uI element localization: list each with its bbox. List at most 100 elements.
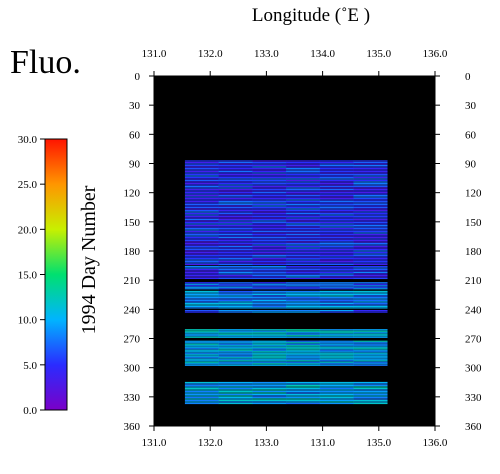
data-track-segment [218, 343, 253, 345]
data-track-segment [218, 224, 253, 227]
data-track-segment [286, 239, 321, 242]
data-track-segment [319, 196, 354, 198]
data-block [184, 290, 388, 309]
data-track-segment [184, 274, 219, 277]
data-track-segment [319, 166, 354, 168]
data-track-segment [353, 230, 388, 233]
data-track-segment [252, 241, 287, 243]
data-track-segment [319, 229, 354, 231]
data-track-segment [184, 215, 219, 218]
data-track-segment [319, 161, 354, 164]
data-track-segment [218, 244, 253, 246]
data-track-segment [218, 188, 253, 191]
data-track-segment [286, 398, 321, 400]
data-track-segment [286, 358, 321, 360]
data-track-segment [218, 354, 253, 356]
data-track-segment [286, 364, 321, 366]
data-track-segment [319, 355, 354, 357]
data-track-segment [218, 254, 253, 257]
data-track-segment [218, 164, 253, 167]
data-track-segment [286, 163, 321, 165]
data-track-segment [252, 248, 287, 251]
data-track-segment [218, 173, 253, 176]
data-track-segment [353, 351, 388, 353]
data-track-segment [319, 299, 354, 301]
data-track-segment [319, 227, 354, 230]
data-track-segment [286, 332, 321, 334]
data-track-segment [252, 170, 287, 173]
data-track-segment [218, 175, 253, 177]
data-track-segment [319, 206, 354, 209]
data-track-segment [319, 259, 354, 261]
data-track-segment [252, 384, 287, 387]
data-track-segment [286, 263, 321, 266]
x-tick-label-top: 131.0 [142, 48, 167, 60]
data-track-segment [319, 386, 354, 388]
data-track-segment [218, 363, 253, 365]
data-track-segment [218, 217, 253, 219]
data-track-segment [353, 267, 388, 269]
data-track-segment [319, 343, 354, 345]
data-track-segment [218, 208, 253, 210]
data-track-segment [286, 242, 321, 245]
data-track-segment [286, 185, 321, 188]
data-track-segment [319, 357, 354, 359]
data-track-segment [319, 273, 354, 275]
data-track-segment [286, 305, 321, 307]
data-track-segment [319, 354, 354, 356]
data-track-segment [218, 199, 253, 201]
data-track-segment [353, 211, 388, 213]
data-track-segment [218, 296, 253, 298]
data-track-segment [286, 254, 321, 257]
data-track-segment [319, 197, 354, 200]
data-track-segment [319, 351, 354, 353]
colorbar [44, 138, 68, 411]
data-track-segment [218, 283, 253, 285]
data-track-segment [252, 242, 287, 245]
data-track-segment [218, 223, 253, 225]
data-track-segment [184, 224, 219, 227]
data-track-segment [252, 164, 287, 167]
data-track-segment [218, 172, 253, 174]
data-track-segment [319, 170, 354, 173]
data-track-segment [286, 250, 321, 252]
data-track-segment [218, 387, 253, 390]
data-track-segment [319, 220, 354, 222]
data-track-segment [286, 226, 321, 228]
data-track-segment [353, 164, 388, 167]
data-track-segment [252, 227, 287, 230]
data-track-segment [319, 181, 354, 183]
data-track-segment [252, 256, 287, 258]
data-track-segment [353, 179, 388, 182]
data-track-segment [319, 175, 354, 177]
data-track-segment [353, 271, 388, 274]
data-track-segment [252, 302, 287, 304]
data-track-segment [184, 247, 219, 249]
data-track-segment [218, 361, 253, 363]
data-track-segment [286, 357, 321, 359]
data-track-segment [218, 235, 253, 237]
data-track-segment [218, 257, 253, 260]
data-block [184, 309, 388, 313]
data-track-segment [286, 393, 321, 396]
data-track-segment [353, 268, 388, 271]
data-track-segment [184, 217, 219, 219]
data-track-segment [184, 396, 219, 399]
data-track-segment [319, 302, 354, 304]
data-track-segment [319, 292, 354, 294]
data-track-segment [286, 229, 321, 231]
x-tick-label-bottom: 133.0 [254, 437, 279, 449]
data-track-segment [319, 233, 354, 236]
data-track-segment [319, 176, 354, 179]
data-track-segment [184, 302, 219, 304]
data-track-segment [286, 392, 321, 394]
data-track-segment [252, 271, 287, 274]
data-track-segment [286, 172, 321, 174]
data-track-segment [353, 205, 388, 207]
data-track-segment [319, 383, 354, 385]
data-track-segment [319, 209, 354, 212]
data-track-segment [252, 285, 287, 287]
data-track-segment [184, 360, 219, 362]
data-track-segment [218, 383, 253, 385]
